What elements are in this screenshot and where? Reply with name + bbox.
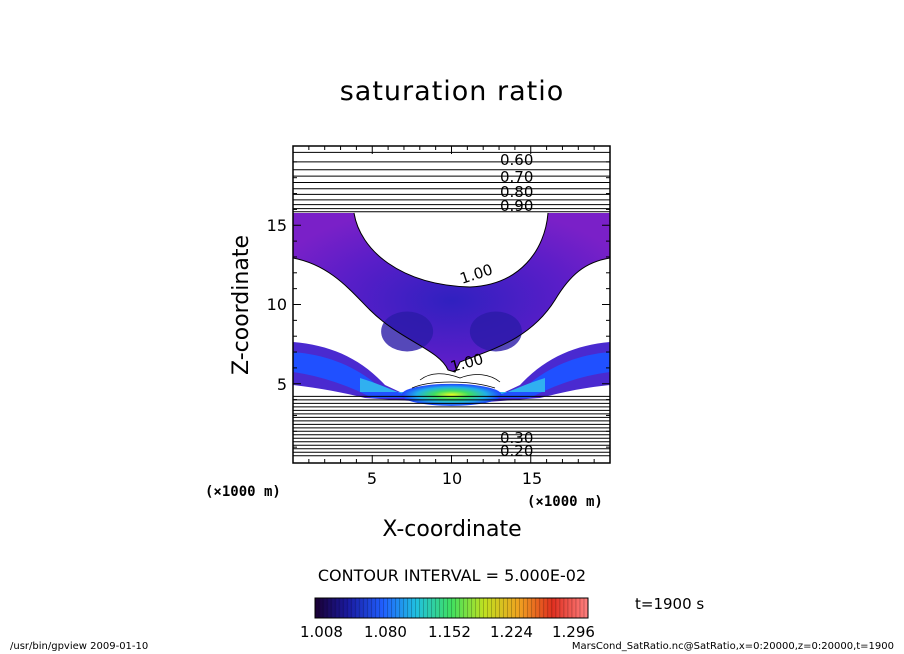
contour-line-small bbox=[419, 373, 501, 383]
contour-line-small bbox=[411, 381, 496, 389]
x-unit-label: (×1000 m) bbox=[527, 494, 603, 510]
contour-label: 0.80 bbox=[500, 183, 533, 201]
footer-left: /usr/bin/gpview 2009-01-10 bbox=[10, 641, 149, 652]
filled-regions bbox=[293, 213, 610, 406]
y-axis-ticks bbox=[293, 161, 610, 448]
y-tick-label: 15 bbox=[267, 216, 287, 235]
contour-line-1.00 bbox=[293, 257, 610, 373]
contour-label: 0.70 bbox=[500, 168, 533, 186]
footer-right: MarsCond_SatRatio.nc@SatRatio,x=0:20000,… bbox=[571, 641, 894, 652]
x-tick-label: 10 bbox=[442, 469, 462, 488]
contour-interval: CONTOUR INTERVAL = 5.000E-02 bbox=[317, 566, 587, 585]
contour-label: 1.00 bbox=[458, 260, 495, 287]
x-axis-ticks bbox=[308, 146, 595, 463]
x-axis-label: X-coordinate bbox=[382, 517, 521, 542]
y-tick-label: 5 bbox=[277, 375, 287, 394]
colorbar-tick-label: 1.152 bbox=[428, 623, 471, 641]
inner-blob bbox=[381, 311, 434, 352]
contour-line-1.00 bbox=[353, 212, 549, 288]
time-label: t=1900 s bbox=[635, 595, 705, 613]
colorbar-tick-label: 1.008 bbox=[300, 623, 343, 641]
x-tick-label: 15 bbox=[522, 469, 542, 488]
colorbar-tick-label: 1.296 bbox=[552, 623, 595, 641]
colorbar-segments bbox=[318, 598, 585, 618]
x-tick-label: 5 bbox=[367, 469, 377, 488]
y-tick-label: 10 bbox=[267, 295, 287, 314]
colorbar-tick-label: 1.224 bbox=[490, 623, 533, 641]
colorbar-tick-label: 1.080 bbox=[364, 623, 407, 641]
inner-blob bbox=[469, 311, 522, 352]
y-axis-label: Z-coordinate bbox=[229, 235, 254, 375]
chart-title: saturation ratio bbox=[339, 76, 565, 107]
supersaturated-upper-region bbox=[293, 213, 610, 372]
contour-label: 0.90 bbox=[500, 197, 533, 215]
contour-label: 0.60 bbox=[500, 151, 533, 169]
cloud-core bbox=[401, 383, 502, 406]
contour-label: 0.20 bbox=[500, 442, 533, 460]
contour-label: 0.30 bbox=[500, 429, 533, 447]
y-unit-label: (×1000 m) bbox=[205, 484, 281, 500]
